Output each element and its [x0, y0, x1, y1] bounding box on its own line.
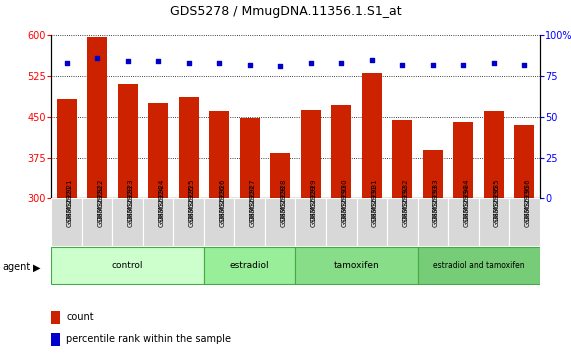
- Bar: [331, 105, 351, 198]
- Text: GSM362934: GSM362934: [463, 179, 469, 221]
- FancyBboxPatch shape: [143, 198, 174, 246]
- Bar: [270, 153, 290, 198]
- FancyBboxPatch shape: [448, 198, 478, 246]
- Point: [245, 62, 254, 68]
- Point: [184, 60, 193, 66]
- Text: GSM362922: GSM362922: [97, 179, 103, 221]
- Text: GSM362931: GSM362931: [372, 184, 378, 227]
- FancyBboxPatch shape: [51, 198, 82, 246]
- Bar: [417, 247, 540, 284]
- Text: ▶: ▶: [33, 262, 41, 272]
- Text: GSM362935: GSM362935: [494, 184, 500, 227]
- Bar: [484, 112, 504, 198]
- Text: GSM362930: GSM362930: [341, 179, 347, 221]
- Bar: [51, 247, 204, 284]
- Point: [398, 62, 407, 68]
- Text: GSM362936: GSM362936: [524, 179, 530, 221]
- Text: GSM362923: GSM362923: [128, 184, 134, 227]
- Text: GSM362931: GSM362931: [372, 179, 378, 221]
- Text: control: control: [112, 261, 143, 270]
- Text: GSM362933: GSM362933: [433, 179, 439, 221]
- Point: [520, 62, 529, 68]
- Point: [123, 59, 132, 64]
- Text: GSM362921: GSM362921: [67, 179, 73, 221]
- FancyBboxPatch shape: [478, 198, 509, 246]
- Point: [306, 60, 315, 66]
- Text: GSM362925: GSM362925: [188, 184, 195, 227]
- Text: GSM362924: GSM362924: [158, 179, 164, 221]
- Point: [154, 59, 163, 64]
- Point: [337, 60, 346, 66]
- Text: GSM362927: GSM362927: [250, 179, 256, 221]
- Text: GSM362921: GSM362921: [67, 184, 73, 227]
- FancyBboxPatch shape: [296, 198, 326, 246]
- FancyBboxPatch shape: [204, 198, 235, 246]
- Bar: [296, 247, 417, 284]
- Bar: [204, 247, 296, 284]
- Bar: [423, 150, 443, 198]
- Text: GSM362935: GSM362935: [494, 179, 500, 221]
- Bar: [118, 84, 138, 198]
- Text: GSM362934: GSM362934: [463, 184, 469, 227]
- Point: [459, 62, 468, 68]
- Text: percentile rank within the sample: percentile rank within the sample: [66, 335, 231, 344]
- Text: GSM362930: GSM362930: [341, 184, 347, 227]
- FancyBboxPatch shape: [509, 198, 540, 246]
- Text: GSM362936: GSM362936: [524, 184, 530, 227]
- Text: GSM362929: GSM362929: [311, 179, 317, 221]
- Point: [93, 55, 102, 61]
- Text: GSM362926: GSM362926: [219, 179, 225, 221]
- Text: GSM362927: GSM362927: [250, 184, 256, 227]
- FancyBboxPatch shape: [235, 198, 265, 246]
- Text: GSM362924: GSM362924: [158, 184, 164, 227]
- Text: agent: agent: [3, 262, 31, 272]
- Point: [367, 57, 376, 63]
- FancyBboxPatch shape: [356, 198, 387, 246]
- Bar: [514, 125, 534, 198]
- Text: GSM362926: GSM362926: [219, 184, 225, 227]
- FancyBboxPatch shape: [387, 198, 417, 246]
- Bar: [453, 122, 473, 198]
- Text: estradiol: estradiol: [230, 261, 270, 270]
- Bar: [362, 73, 381, 198]
- Text: estradiol and tamoxifen: estradiol and tamoxifen: [433, 261, 524, 270]
- Text: GSM362922: GSM362922: [97, 184, 103, 227]
- Point: [276, 63, 285, 69]
- Bar: [392, 120, 412, 198]
- Text: GSM362925: GSM362925: [188, 179, 195, 221]
- Bar: [301, 110, 321, 198]
- FancyBboxPatch shape: [112, 198, 143, 246]
- Bar: [57, 99, 77, 198]
- Bar: [210, 112, 229, 198]
- Point: [489, 60, 498, 66]
- Text: GSM362932: GSM362932: [403, 179, 408, 221]
- FancyBboxPatch shape: [326, 198, 356, 246]
- Text: tamoxifen: tamoxifen: [333, 261, 379, 270]
- Text: GSM362932: GSM362932: [403, 184, 408, 227]
- FancyBboxPatch shape: [82, 198, 112, 246]
- Text: GSM362923: GSM362923: [128, 179, 134, 221]
- Bar: [179, 97, 199, 198]
- Bar: [240, 118, 260, 198]
- Bar: [87, 37, 107, 198]
- FancyBboxPatch shape: [417, 198, 448, 246]
- Text: GSM362928: GSM362928: [280, 184, 286, 227]
- Text: GSM362933: GSM362933: [433, 184, 439, 227]
- Bar: [148, 103, 168, 198]
- Point: [428, 62, 437, 68]
- FancyBboxPatch shape: [265, 198, 296, 246]
- Bar: [51, 311, 60, 324]
- FancyBboxPatch shape: [174, 198, 204, 246]
- Text: GDS5278 / MmugDNA.11356.1.S1_at: GDS5278 / MmugDNA.11356.1.S1_at: [170, 5, 401, 18]
- Point: [215, 60, 224, 66]
- Bar: [51, 333, 60, 346]
- Point: [62, 60, 71, 66]
- Text: GSM362929: GSM362929: [311, 184, 317, 227]
- Text: GSM362928: GSM362928: [280, 179, 286, 221]
- Text: count: count: [66, 312, 94, 322]
